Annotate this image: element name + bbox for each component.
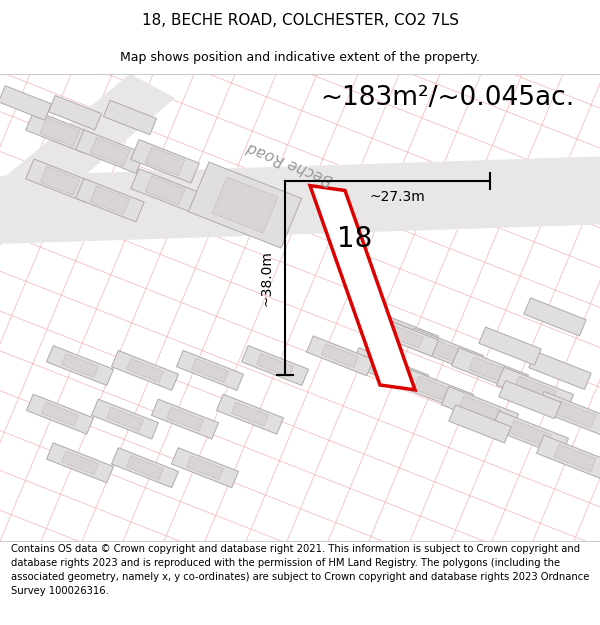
Polygon shape — [509, 420, 551, 447]
Polygon shape — [524, 298, 586, 336]
Polygon shape — [41, 402, 79, 426]
Polygon shape — [554, 401, 596, 428]
Polygon shape — [414, 376, 456, 404]
Polygon shape — [310, 186, 415, 390]
Polygon shape — [459, 396, 501, 423]
Polygon shape — [62, 354, 98, 377]
Text: Beche Road: Beche Road — [245, 139, 335, 188]
Text: Contains OS data © Crown copyright and database right 2021. This information is : Contains OS data © Crown copyright and d… — [11, 544, 589, 596]
Polygon shape — [469, 357, 511, 384]
Polygon shape — [26, 394, 94, 434]
Polygon shape — [127, 359, 163, 382]
Polygon shape — [386, 324, 424, 348]
Polygon shape — [127, 456, 163, 479]
Text: 18, BECHE ROAD, COLCHESTER, CO2 7LS: 18, BECHE ROAD, COLCHESTER, CO2 7LS — [142, 13, 458, 28]
Polygon shape — [62, 451, 98, 474]
Polygon shape — [0, 156, 600, 244]
Polygon shape — [40, 166, 80, 195]
Polygon shape — [554, 444, 596, 471]
Polygon shape — [397, 367, 473, 413]
Polygon shape — [49, 96, 101, 130]
Polygon shape — [449, 405, 511, 443]
Polygon shape — [514, 376, 556, 404]
Polygon shape — [529, 351, 591, 389]
Polygon shape — [131, 169, 199, 212]
Text: ~27.3m: ~27.3m — [370, 191, 425, 204]
Polygon shape — [112, 351, 179, 391]
Polygon shape — [112, 448, 179, 488]
Polygon shape — [76, 178, 144, 222]
Polygon shape — [46, 443, 113, 483]
Polygon shape — [491, 411, 569, 456]
Polygon shape — [499, 381, 561, 419]
Polygon shape — [371, 316, 439, 356]
Polygon shape — [90, 137, 130, 166]
Polygon shape — [90, 186, 130, 214]
Text: Map shows position and indicative extent of the property.: Map shows position and indicative extent… — [120, 51, 480, 64]
Polygon shape — [451, 348, 529, 393]
Polygon shape — [232, 402, 268, 426]
Polygon shape — [107, 408, 143, 431]
Polygon shape — [91, 399, 158, 439]
Polygon shape — [172, 448, 239, 488]
Polygon shape — [103, 100, 157, 135]
Polygon shape — [26, 159, 94, 202]
Polygon shape — [0, 86, 52, 120]
Polygon shape — [26, 111, 94, 154]
Polygon shape — [176, 351, 244, 391]
Polygon shape — [406, 328, 484, 374]
Polygon shape — [307, 336, 374, 376]
Polygon shape — [187, 456, 223, 479]
Polygon shape — [217, 394, 284, 434]
Text: ~38.0m: ~38.0m — [259, 250, 273, 306]
Polygon shape — [191, 359, 229, 382]
Polygon shape — [46, 346, 113, 386]
Polygon shape — [40, 118, 80, 146]
Polygon shape — [212, 177, 278, 233]
Polygon shape — [369, 357, 411, 384]
Polygon shape — [442, 387, 518, 432]
Text: ~183m²/~0.045ac.: ~183m²/~0.045ac. — [320, 85, 574, 111]
Polygon shape — [0, 74, 175, 205]
Polygon shape — [496, 367, 574, 413]
Polygon shape — [167, 408, 203, 431]
Polygon shape — [379, 318, 421, 345]
Polygon shape — [241, 346, 308, 386]
Polygon shape — [479, 327, 541, 365]
Polygon shape — [322, 344, 358, 367]
Polygon shape — [131, 139, 199, 183]
Polygon shape — [76, 130, 144, 173]
Polygon shape — [536, 435, 600, 481]
Polygon shape — [188, 162, 302, 248]
Polygon shape — [145, 176, 185, 205]
Polygon shape — [145, 147, 185, 176]
Text: 18: 18 — [337, 225, 373, 253]
Polygon shape — [536, 391, 600, 437]
Polygon shape — [424, 338, 466, 364]
Polygon shape — [352, 348, 428, 393]
Polygon shape — [151, 399, 218, 439]
Polygon shape — [361, 309, 439, 354]
Polygon shape — [257, 354, 293, 377]
